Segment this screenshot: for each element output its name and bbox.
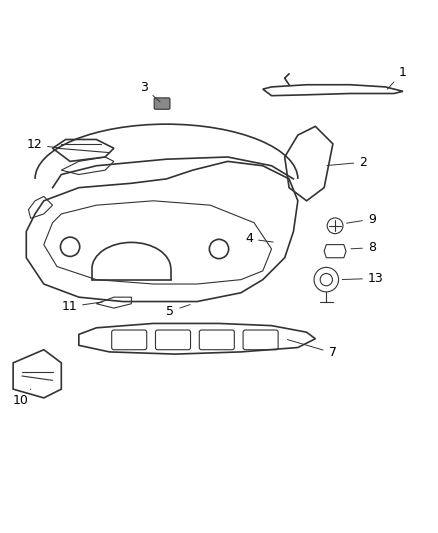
FancyBboxPatch shape bbox=[154, 98, 170, 109]
Text: 12: 12 bbox=[26, 138, 59, 151]
Text: 8: 8 bbox=[351, 241, 376, 254]
Text: 1: 1 bbox=[387, 66, 406, 89]
Text: 10: 10 bbox=[13, 389, 31, 407]
Text: 4: 4 bbox=[245, 232, 273, 245]
Text: 2: 2 bbox=[327, 156, 367, 169]
Text: 5: 5 bbox=[166, 305, 190, 318]
Text: 7: 7 bbox=[287, 340, 336, 359]
Text: 3: 3 bbox=[140, 82, 160, 102]
Text: 9: 9 bbox=[346, 213, 376, 225]
Text: 13: 13 bbox=[342, 272, 384, 285]
Text: 11: 11 bbox=[61, 300, 102, 313]
